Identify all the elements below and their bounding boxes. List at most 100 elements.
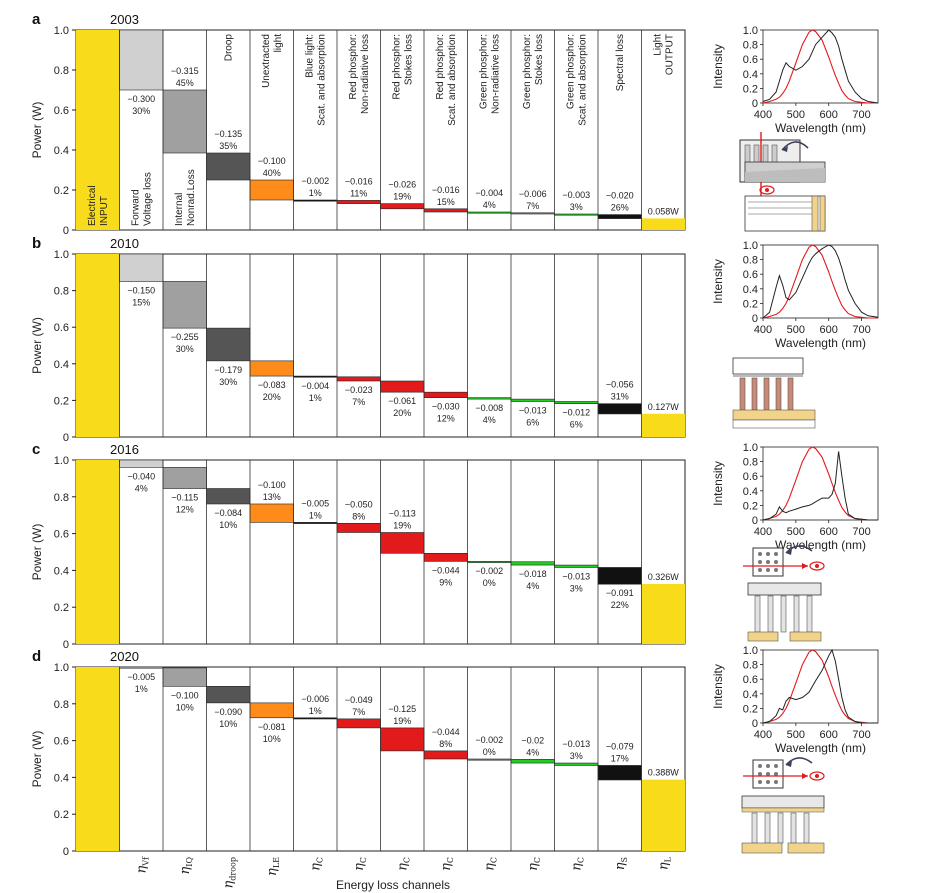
channel-label: Nonrad.Loss — [186, 169, 197, 226]
loss-value-label: −0.026 — [388, 180, 416, 190]
panel-year: 2016 — [110, 442, 139, 457]
loss-value-label: −0.030 — [432, 402, 460, 412]
loss-value-label: −0.023 — [345, 385, 373, 395]
loss-percent-label: 20% — [263, 392, 281, 402]
loss-percent-label: 4% — [526, 747, 539, 757]
loss-value-label: −0.081 — [258, 722, 286, 732]
x-axis-title: Energy loss channels — [336, 878, 450, 892]
loss-percent-label: 20% — [393, 408, 411, 418]
loss-percent-label: 40% — [263, 168, 281, 178]
loss-percent-label: 31% — [611, 392, 629, 402]
channel-label: Scat. and absorption — [316, 34, 327, 126]
loss-bar — [119, 29, 164, 91]
panel-year: 2010 — [110, 236, 139, 251]
y-tick-label: 0.2 — [54, 809, 69, 821]
panel-a: a 2003 0 0.2 0.4 0.6 0.8 1.0 Power (W) −0.300 30% −… — [30, 11, 686, 237]
loss-bar — [119, 459, 164, 468]
loss-percent-label: 4% — [483, 200, 496, 210]
spectrum-y-tick-label: 0.2 — [743, 298, 758, 310]
y-tick-label: 0 — [63, 639, 69, 651]
y-tick-label: 0.4 — [54, 359, 69, 371]
channel-symbol: ηC — [352, 857, 368, 871]
loss-value-label: −0.013 — [562, 739, 590, 749]
spectrum-y-title: Intensity — [711, 664, 725, 709]
loss-bar — [206, 327, 251, 362]
channel-symbol: ηC — [395, 857, 411, 871]
loss-bar — [293, 717, 338, 720]
loss-percent-label: 26% — [611, 203, 629, 213]
output-value-label: 0.127W — [648, 402, 680, 412]
loss-bar — [162, 667, 207, 687]
loss-bar — [336, 376, 381, 382]
loss-percent-label: 8% — [352, 511, 365, 521]
loss-bar — [162, 89, 207, 154]
loss-bar — [293, 375, 338, 378]
spectrum-x-tick-label: 600 — [820, 729, 838, 741]
loss-value-label: −0.049 — [345, 695, 373, 705]
channel-label: light — [273, 34, 284, 53]
channel-symbol: ηdroop — [221, 857, 237, 889]
channel-symbol: ηC — [482, 857, 498, 871]
loss-bar — [423, 552, 468, 562]
loss-value-label: −0.016 — [432, 185, 460, 195]
panel-letter: b — [32, 235, 41, 252]
loss-bar — [206, 686, 251, 704]
spectrum-x-tick-label: 400 — [754, 729, 772, 741]
led-spectrum-curve — [762, 29, 879, 104]
loss-bar — [597, 765, 642, 781]
channel-symbol: ηC — [526, 857, 542, 871]
loss-value-label: −0.113 — [389, 508, 416, 518]
loss-bar — [293, 199, 338, 202]
loss-value-label: −0.003 — [562, 190, 590, 200]
channel-label: Internal — [174, 193, 185, 226]
loss-value-label: −0.002 — [301, 176, 329, 186]
loss-value-label: −0.100 — [258, 480, 286, 490]
spectrum-x-tick-label: 700 — [852, 324, 870, 336]
y-axis-title: Power (W) — [30, 524, 44, 581]
y-tick-label: 0.8 — [54, 286, 69, 298]
spectrum-y-tick-label: 0 — [752, 313, 758, 325]
loss-percent-label: 10% — [219, 520, 237, 530]
spectrum-y-tick-label: 0.8 — [743, 660, 758, 672]
loss-percent-label: 15% — [437, 197, 455, 207]
loss-value-label: −0.002 — [475, 735, 503, 745]
channel-label: OUTPUT — [664, 34, 675, 75]
loss-percent-label: 7% — [352, 707, 365, 717]
loss-percent-label: 4% — [526, 581, 539, 591]
panel-letter: d — [32, 648, 41, 665]
loss-bar — [336, 718, 381, 729]
spectrum-y-title: Intensity — [711, 461, 725, 506]
loss-percent-label: 3% — [570, 751, 583, 761]
loss-bar — [554, 213, 599, 216]
loss-value-label: −0.091 — [606, 588, 634, 598]
loss-percent-label: 30% — [132, 106, 150, 116]
loss-value-label: −0.006 — [519, 189, 547, 199]
loss-percent-label: 0% — [483, 747, 496, 757]
loss-value-label: −0.02 — [521, 735, 544, 745]
y-tick-label: 0.6 — [54, 736, 69, 748]
loss-bar — [293, 522, 338, 524]
channel-label: Scat. and absorption — [447, 34, 458, 126]
loss-percent-label: 30% — [176, 344, 194, 354]
loss-value-label: −0.255 — [171, 332, 199, 342]
loss-percent-label: 10% — [263, 734, 281, 744]
loss-value-label: −0.135 — [214, 129, 242, 139]
spectrum-y-title: Intensity — [711, 259, 725, 304]
spectrum-x-tick-label: 600 — [820, 324, 838, 336]
loss-value-label: −0.004 — [475, 188, 503, 198]
y-tick-label: 0.4 — [54, 145, 69, 157]
spectrum-y-tick-label: 0 — [752, 98, 758, 110]
spectrum-y-tick-label: 0.8 — [743, 457, 758, 469]
loss-bar — [597, 214, 642, 219]
waterfall-panels: a 2003 0 0.2 0.4 0.6 0.8 1.0 Power (W) −0.300 30% −… — [30, 11, 686, 858]
spectrum-x-tick-label: 700 — [852, 729, 870, 741]
spectrum-y-tick-label: 1.0 — [743, 442, 758, 454]
y-tick-label: 0.2 — [54, 185, 69, 197]
loss-bar — [206, 488, 251, 505]
spectrum-y-tick-label: 0.6 — [743, 471, 758, 483]
channel-symbol: ηVf — [134, 856, 150, 874]
loss-percent-label: 3% — [570, 202, 583, 212]
